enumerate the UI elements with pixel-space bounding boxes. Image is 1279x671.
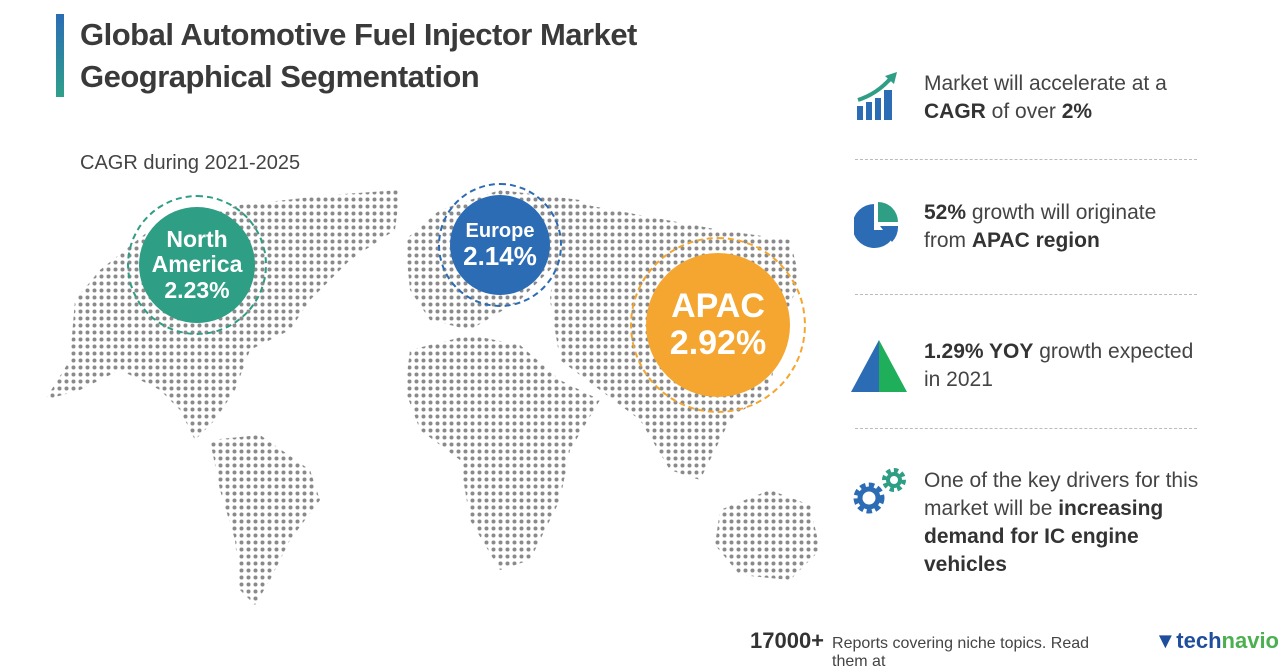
highlight-apac-share: 52% growth will originate from APAC regi…	[924, 199, 1204, 255]
region-cagr: 2.23%	[164, 278, 229, 303]
region-name: America	[152, 252, 243, 277]
north-america-bubble: North America 2.23%	[139, 207, 255, 323]
footer: 17000+ Reports covering niche topics. Re…	[750, 628, 1279, 671]
region-name: North	[166, 227, 227, 252]
highlight-driver: One of the key drivers for this market w…	[924, 467, 1199, 579]
divider	[855, 159, 1197, 160]
region-name: Europe	[466, 220, 535, 242]
europe-bubble: Europe 2.14%	[450, 195, 550, 295]
triangle-icon	[851, 338, 907, 394]
highlight-cagr: Market will accelerate at a CAGR of over…	[924, 70, 1204, 126]
gears-icon	[852, 465, 908, 517]
pie-chart-icon	[854, 200, 900, 250]
technavio-logo[interactable]: ▼technavio	[1155, 628, 1279, 654]
divider	[855, 428, 1197, 429]
report-count: 17000+	[750, 628, 824, 654]
region-name: APAC	[671, 288, 765, 325]
growth-chart-icon	[855, 72, 899, 122]
africa-shape	[405, 335, 600, 570]
region-cagr: 2.92%	[670, 325, 766, 362]
south-america-shape	[210, 435, 320, 605]
australia-shape	[715, 490, 820, 580]
divider	[855, 294, 1197, 295]
highlight-yoy: 1.29% YOY growth expected in 2021	[924, 338, 1204, 394]
apac-bubble: APAC 2.92%	[646, 253, 790, 397]
region-cagr: 2.14%	[463, 242, 537, 271]
footer-text: Reports covering niche topics. Read them…	[832, 635, 1124, 671]
